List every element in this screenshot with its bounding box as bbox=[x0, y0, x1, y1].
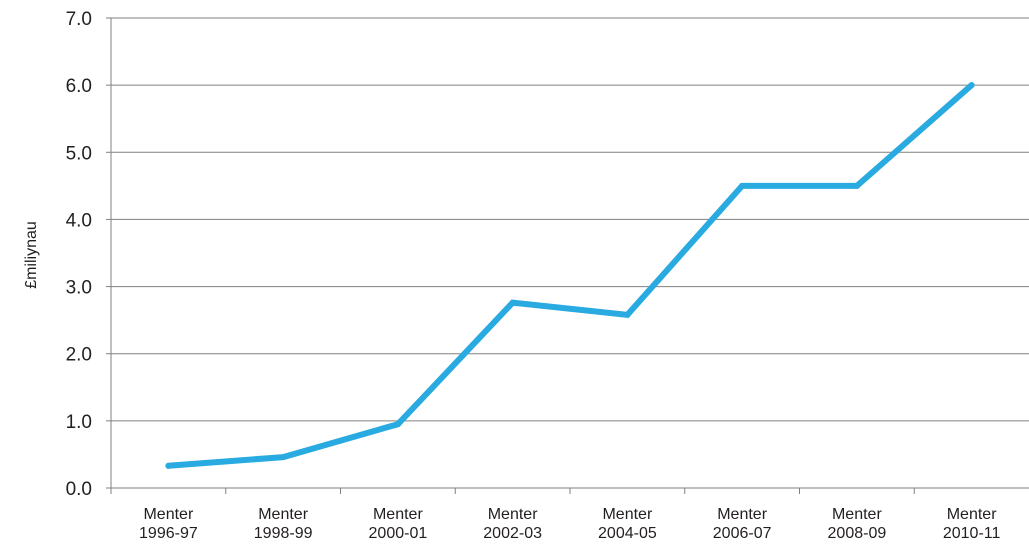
data-point bbox=[624, 311, 631, 318]
data-point bbox=[968, 82, 975, 89]
x-tick-label-line: 2000-01 bbox=[369, 525, 428, 542]
x-tick-label: Menter 2008-09 bbox=[828, 506, 887, 542]
y-tick-labels: 0.0 1.0 2.0 3.0 4.0 5.0 6.0 7.0 bbox=[66, 9, 92, 500]
data-point bbox=[739, 182, 746, 189]
series-layer bbox=[165, 82, 975, 469]
data-point bbox=[280, 454, 287, 461]
x-tick-label: Menter 1996-97 bbox=[139, 506, 198, 542]
x-tick-label-line: 2006-07 bbox=[713, 525, 772, 542]
x-tick-label: Menter 2006-07 bbox=[713, 506, 772, 542]
gridlines bbox=[111, 17, 1029, 422]
data-point bbox=[165, 462, 172, 469]
x-tick-label-line: 1998-99 bbox=[254, 525, 313, 542]
x-tick-label-line: 1996-97 bbox=[139, 525, 198, 542]
x-tick-label-line: Menter bbox=[258, 506, 308, 523]
x-tick-label-line: 2008-09 bbox=[828, 525, 887, 542]
x-tick-label-line: 2010-11 bbox=[943, 525, 1001, 542]
x-tick-label-line: Menter bbox=[832, 506, 882, 523]
y-tick-label: 6.0 bbox=[66, 76, 92, 97]
x-tick-label-line: Menter bbox=[602, 506, 652, 523]
data-point bbox=[394, 421, 401, 428]
y-tick-label: 3.0 bbox=[66, 278, 92, 299]
x-tick-label: Menter 2000-01 bbox=[369, 506, 428, 542]
x-tick-label-line: 2004-05 bbox=[598, 525, 657, 542]
x-tick-label-line: Menter bbox=[143, 506, 193, 523]
x-tick-label: Menter 1998-99 bbox=[254, 506, 313, 542]
data-point bbox=[853, 182, 860, 189]
x-tick-label-line: Menter bbox=[717, 506, 767, 523]
y-tick-label: 4.0 bbox=[66, 210, 92, 231]
x-tick-label-line: 2002-03 bbox=[483, 525, 542, 542]
y-tick-label: 2.0 bbox=[66, 345, 92, 366]
axes bbox=[106, 17, 1029, 494]
y-tick-label: 1.0 bbox=[66, 412, 92, 433]
series-line bbox=[165, 82, 975, 469]
data-point bbox=[509, 299, 516, 306]
x-tick-label: Menter 2010-11 bbox=[943, 506, 1001, 542]
x-tick-label-line: Menter bbox=[373, 506, 423, 523]
x-tick-label-line: Menter bbox=[947, 506, 997, 523]
x-tick-label-line: Menter bbox=[488, 506, 538, 523]
y-axis-title: £miliynau bbox=[23, 221, 40, 289]
y-tick-label: 7.0 bbox=[66, 9, 92, 30]
x-tick-label: Menter 2004-05 bbox=[598, 506, 657, 542]
x-tick-label: Menter 2002-03 bbox=[483, 506, 542, 542]
y-tick-label: 5.0 bbox=[66, 143, 92, 164]
y-tick-label: 0.0 bbox=[66, 479, 92, 500]
